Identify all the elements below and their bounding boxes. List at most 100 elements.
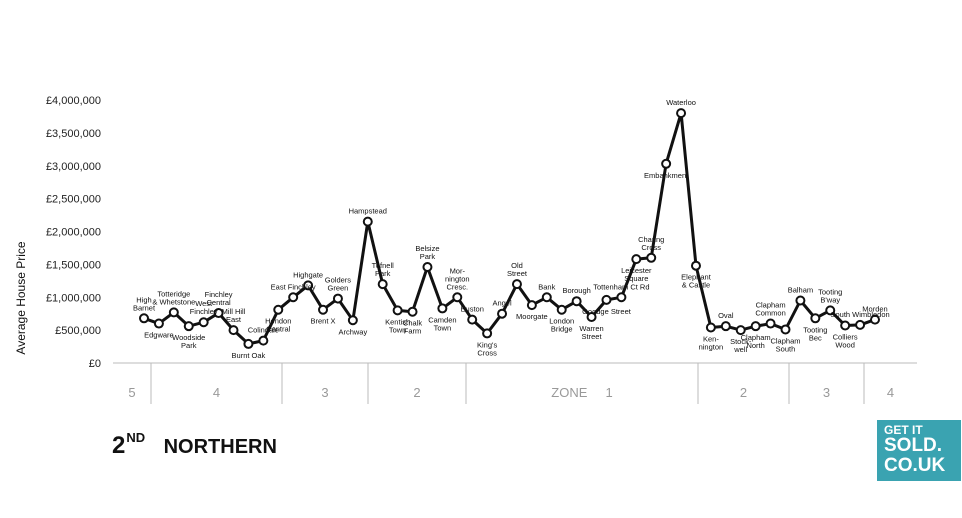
- station-label: Hampstead: [349, 207, 387, 216]
- station-label: Elephant & Castle: [681, 273, 712, 290]
- station-point: [810, 313, 821, 324]
- station-point: [213, 308, 224, 319]
- station-point: [840, 320, 851, 331]
- station-label: Camden Town: [428, 315, 456, 332]
- station-label: Colliers Wood: [833, 333, 858, 350]
- station-label: Mill Hill East: [222, 307, 246, 324]
- zone-label: ZONE 1: [551, 385, 612, 400]
- station-label: Stock-well: [730, 337, 752, 354]
- station-point: [631, 254, 642, 265]
- station-label: Tooting Bec: [803, 325, 827, 342]
- station-point: [228, 325, 239, 336]
- station-label: Leicester Square: [621, 266, 652, 283]
- zone-label: 4: [213, 385, 220, 400]
- station-label: Warren Street: [579, 324, 603, 341]
- station-point: [139, 313, 149, 324]
- station-label: Waterloo: [666, 98, 696, 107]
- logo-line-1: GET IT: [884, 423, 923, 437]
- station-point: [571, 296, 582, 307]
- station-label: East Finchley: [271, 282, 316, 291]
- zone-label: 2: [740, 385, 747, 400]
- y-tick-label: £2,500,000: [46, 194, 101, 206]
- station-point: [541, 292, 552, 303]
- station-point: [437, 303, 448, 314]
- station-label: Belsize Park: [415, 244, 439, 261]
- station-label: Burnt Oak: [232, 351, 266, 360]
- station-point: [318, 304, 329, 315]
- y-tick-label: £500,000: [55, 325, 101, 337]
- zone-label: 5: [128, 385, 135, 400]
- station-label: Borough: [562, 286, 590, 295]
- y-tick-label: £3,000,000: [46, 161, 101, 173]
- get-it-sold-logo: GET IT SOLD. CO.UK: [877, 420, 961, 481]
- station-label: Totteridge & Whetstone: [152, 289, 195, 306]
- station-point: [795, 295, 806, 306]
- station-point: [347, 315, 358, 326]
- station-label: Moorgate: [516, 312, 548, 321]
- y-tick-label: £1,000,000: [46, 292, 101, 304]
- station-label: Charing Cross: [638, 235, 664, 252]
- station-label: Oval: [718, 311, 734, 320]
- y-tick-label: £0: [89, 358, 101, 370]
- station-point: [661, 158, 672, 169]
- station-label: King's Cross: [477, 340, 497, 357]
- station-label: Embankment: [644, 171, 689, 180]
- y-tick-label: £2,000,000: [46, 227, 101, 239]
- station-point: [735, 325, 746, 336]
- station-label: Euston: [461, 305, 484, 314]
- station-label: Golders Green: [325, 276, 352, 293]
- station-label: Clapham South: [770, 336, 800, 353]
- station-point: [526, 300, 537, 311]
- station-label: Archway: [338, 327, 367, 336]
- station-label: Clapham North: [741, 333, 771, 350]
- rank-suffix: ND: [126, 430, 146, 445]
- station-label: Bank: [538, 282, 555, 291]
- zone-label: 4: [887, 385, 894, 400]
- y-tick-label: £4,000,000: [46, 95, 101, 107]
- station-point: [705, 322, 716, 333]
- zone-label: 2: [413, 385, 420, 400]
- logo-line-3: CO.UK: [884, 455, 946, 476]
- station-point: [765, 318, 776, 329]
- station-label: Morden: [862, 305, 887, 314]
- station-point: [616, 292, 627, 303]
- station-point: [497, 308, 508, 319]
- station-point: [407, 306, 418, 317]
- station-label: Mor-nington Cresc.: [445, 266, 470, 291]
- station-point: [720, 321, 731, 332]
- line-name: NORTHERN: [163, 436, 277, 458]
- station-point: [646, 252, 657, 263]
- station-point: [377, 279, 388, 290]
- station-label: Balham: [788, 286, 813, 295]
- station-point: [750, 321, 761, 332]
- station-label: Goodge Street: [582, 307, 632, 316]
- station-point: [601, 294, 612, 305]
- station-point: [676, 108, 687, 119]
- station-point: [168, 307, 179, 318]
- station-label: South Wimbledon: [830, 310, 889, 319]
- station-label: Clapham Common: [755, 301, 785, 318]
- station-point: [690, 260, 701, 271]
- chart-title: 2ND NORTHERN: [112, 430, 277, 460]
- station-point: [392, 305, 403, 316]
- station-label: Hendon Central: [265, 317, 291, 334]
- station-label: Woodside Park: [172, 333, 205, 350]
- station-label: Finchley Central: [205, 290, 233, 307]
- station-label: Brent X: [311, 317, 336, 326]
- station-point: [556, 304, 567, 315]
- zone-label: 3: [823, 385, 830, 400]
- rank-number: 2ND: [112, 430, 146, 459]
- station-label: Tottenham Ct Rd: [593, 282, 649, 291]
- station-point: [482, 328, 493, 339]
- station-label: Old Street: [507, 261, 528, 278]
- station-point: [422, 262, 433, 273]
- station-point: [198, 317, 209, 328]
- station-point: [586, 311, 597, 322]
- station-point: [870, 314, 880, 325]
- station-label: Edgware: [144, 331, 174, 340]
- station-point: [511, 279, 522, 290]
- station-point: [825, 305, 836, 316]
- station-point: [362, 216, 373, 227]
- station-point: [183, 321, 194, 332]
